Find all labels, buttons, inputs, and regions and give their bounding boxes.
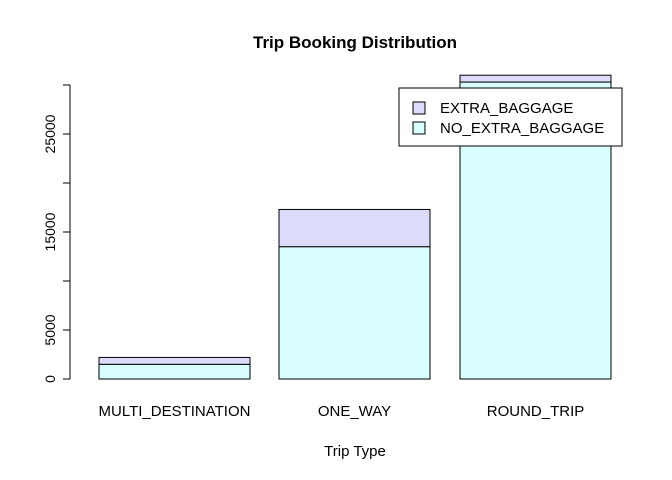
y-tick-label: 25000 — [42, 114, 58, 153]
y-axis: 0 5000 15000 25000 — [42, 84, 71, 383]
legend: EXTRA_BAGGAGE NO_EXTRA_BAGGAGE — [398, 87, 623, 147]
bar-one-way-extra-baggage — [278, 208, 431, 248]
bar-round-trip-extra-baggage — [459, 74, 612, 83]
y-tick-label: 5000 — [42, 314, 58, 345]
x-tick-labels: MULTI_DESTINATION ONE_WAY ROUND_TRIP — [99, 403, 585, 420]
legend-label: NO_EXTRA_BAGGAGE — [440, 120, 604, 137]
x-tick-label: MULTI_DESTINATION — [99, 403, 251, 420]
legend-label: EXTRA_BAGGAGE — [440, 100, 573, 117]
legend-swatch — [412, 121, 426, 135]
bar-multi-destination-extra-baggage — [98, 356, 251, 365]
chart-title: Trip Booking Distribution — [253, 33, 457, 52]
y-tick-label: 15000 — [42, 212, 58, 251]
legend-swatch — [412, 101, 426, 115]
bar-multi-destination-no-extra-baggage — [98, 363, 251, 380]
x-axis-label: Trip Type — [324, 443, 386, 460]
x-tick-label: ONE_WAY — [318, 403, 391, 420]
x-tick-label: ROUND_TRIP — [487, 403, 585, 420]
y-tick-label: 0 — [42, 375, 58, 383]
bar-one-way-no-extra-baggage — [278, 246, 431, 380]
legend-box — [398, 87, 623, 147]
